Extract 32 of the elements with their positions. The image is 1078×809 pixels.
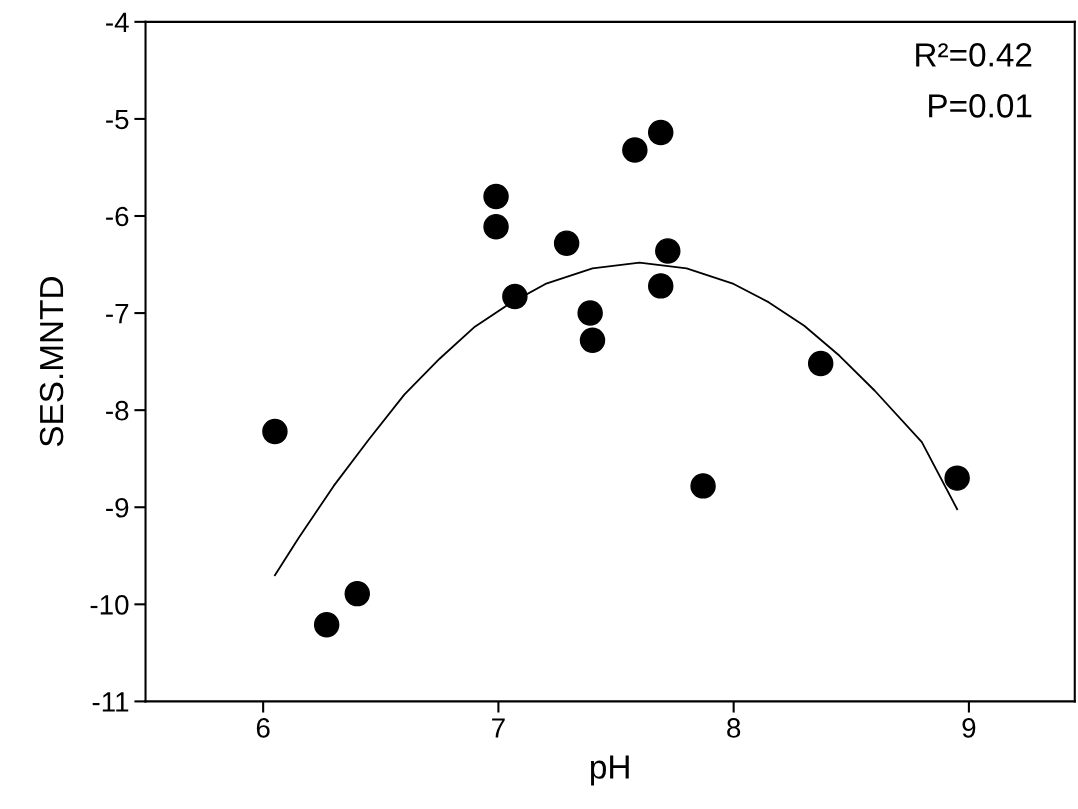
point xyxy=(553,230,580,256)
y-tick-label: -11 xyxy=(92,692,129,712)
y-tick-label: -8 xyxy=(106,400,129,421)
y-tick-label: -5 xyxy=(106,109,129,130)
annotation: P=0.01 xyxy=(929,94,1032,118)
point xyxy=(648,119,674,146)
y-tick-label: -9 xyxy=(106,497,129,518)
x-tick-label: 8 xyxy=(727,718,741,738)
point xyxy=(502,283,528,310)
point xyxy=(655,238,681,264)
y-axis-title: SES.MNTD xyxy=(39,277,64,447)
point xyxy=(483,213,509,240)
point xyxy=(483,183,509,210)
point xyxy=(944,465,970,491)
y-tick-label: -7 xyxy=(106,304,129,324)
point xyxy=(690,473,716,499)
point xyxy=(313,611,340,638)
point xyxy=(577,300,603,326)
point xyxy=(344,580,370,607)
x-tick-label: 6 xyxy=(256,718,270,738)
x-axis-title: pH xyxy=(590,755,629,786)
point xyxy=(648,273,674,299)
point xyxy=(807,350,834,377)
y-tick-label: -10 xyxy=(90,594,129,615)
point xyxy=(579,327,606,353)
y-tick-label: -4 xyxy=(106,12,129,32)
point xyxy=(262,418,288,445)
x-tick-label: 7 xyxy=(492,718,505,738)
y-tick-label: -6 xyxy=(106,206,129,227)
x-tick-label: 9 xyxy=(962,718,976,738)
annotation: R²=0.42 xyxy=(916,43,1032,67)
point xyxy=(622,137,648,163)
